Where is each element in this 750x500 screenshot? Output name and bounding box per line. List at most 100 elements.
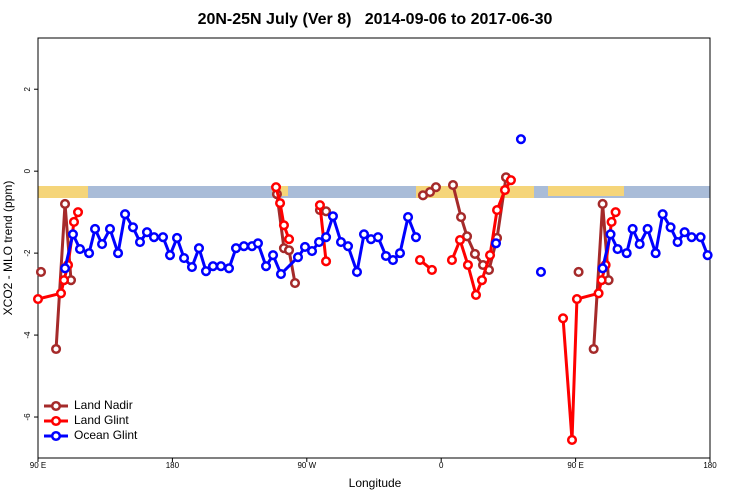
data-point: [270, 182, 282, 193]
data-point: [134, 237, 146, 248]
data-point: [32, 293, 44, 305]
plot-frame: [37, 37, 711, 459]
data-point: [275, 268, 287, 280]
data-point: [394, 248, 406, 259]
data-point: [605, 229, 616, 240]
data-point: [89, 223, 101, 234]
data-point: [275, 198, 286, 209]
data-point: [252, 238, 264, 249]
data-point: [306, 246, 318, 257]
y-tick-label: -6: [23, 413, 32, 421]
data-point: [566, 434, 578, 446]
data-point: [627, 223, 638, 234]
data-point: [612, 243, 623, 255]
data-point: [430, 182, 442, 193]
ocean-strip: [38, 186, 710, 198]
data-point: [702, 250, 713, 261]
data-point: [321, 256, 332, 267]
data-point: [686, 232, 697, 243]
data-point: [596, 275, 607, 286]
data-point: [573, 266, 584, 278]
data-point: [59, 263, 71, 274]
x-tick-label: 90 E: [30, 461, 46, 470]
data-point: [141, 227, 153, 238]
data-point: [283, 234, 295, 245]
data-point: [358, 229, 370, 240]
data-point: [127, 222, 139, 233]
data-point: [402, 212, 414, 223]
data-point: [380, 250, 391, 262]
data-point: [313, 237, 325, 248]
data-point: [657, 209, 668, 220]
data-point: [535, 266, 547, 278]
data-point: [588, 343, 599, 355]
data-point: [120, 209, 131, 220]
x-tick-label: 90 E: [567, 461, 583, 470]
data-point: [621, 248, 632, 259]
land-strip: [548, 186, 624, 196]
legend-swatch-point: [50, 415, 62, 427]
y-tick-label: 2: [23, 86, 32, 91]
data-point: [470, 289, 482, 300]
data-point: [268, 250, 279, 261]
data-point: [476, 275, 488, 286]
data-point: [515, 134, 526, 145]
data-point: [112, 248, 124, 259]
data-point: [571, 293, 582, 305]
data-point: [55, 288, 67, 299]
data-point: [74, 243, 86, 255]
map-strip: [38, 186, 710, 198]
data-point: [178, 252, 190, 264]
data-point: [469, 248, 480, 259]
data-point: [642, 223, 653, 234]
data-point: [372, 232, 384, 243]
y-tick-label: -4: [23, 331, 32, 339]
data-point: [610, 207, 621, 218]
data-point: [289, 277, 301, 289]
data-point: [414, 255, 426, 266]
data-point: [679, 227, 690, 238]
data-point: [650, 248, 661, 259]
data-point: [164, 250, 176, 261]
series-line: [54, 177, 611, 350]
data-point: [35, 266, 47, 278]
data-point: [200, 266, 212, 277]
data-point: [558, 313, 569, 324]
data-point: [410, 232, 422, 243]
x-tick-label: 0: [439, 461, 444, 470]
data-point: [426, 264, 437, 275]
data-point: [492, 205, 503, 216]
data-point: [327, 211, 338, 222]
chart-title: 20N-25N July (Ver 8) 2014-09-06 to 2017-…: [198, 11, 553, 28]
data-point: [238, 241, 249, 252]
data-point: [223, 263, 235, 274]
x-axis-label: Longitude: [349, 476, 402, 490]
legend-swatch-point: [50, 430, 62, 442]
data-point: [351, 266, 363, 278]
data-point: [597, 263, 608, 274]
data-point: [454, 234, 466, 246]
data-point: [447, 180, 459, 191]
data-point: [456, 212, 467, 223]
data-point: [230, 243, 242, 254]
data-point: [321, 232, 332, 243]
data-point: [186, 262, 198, 273]
data-point: [148, 232, 160, 243]
y-tick-label: -2: [23, 249, 32, 257]
legend-label: Ocean Glint: [74, 428, 138, 442]
data-point: [157, 232, 169, 243]
data-point: [695, 232, 706, 243]
data-point: [67, 229, 78, 240]
y-axis-label: XCO2 - MLO trend (ppm): [1, 181, 15, 316]
data-point: [634, 239, 645, 250]
data-point: [278, 220, 290, 231]
data-point: [499, 184, 511, 196]
data-point: [72, 207, 84, 218]
data-point: [58, 275, 70, 286]
data-point: [321, 206, 332, 217]
data-point: [462, 259, 473, 271]
land-strip: [38, 186, 88, 198]
data-point: [593, 288, 604, 299]
data-point: [672, 237, 683, 248]
